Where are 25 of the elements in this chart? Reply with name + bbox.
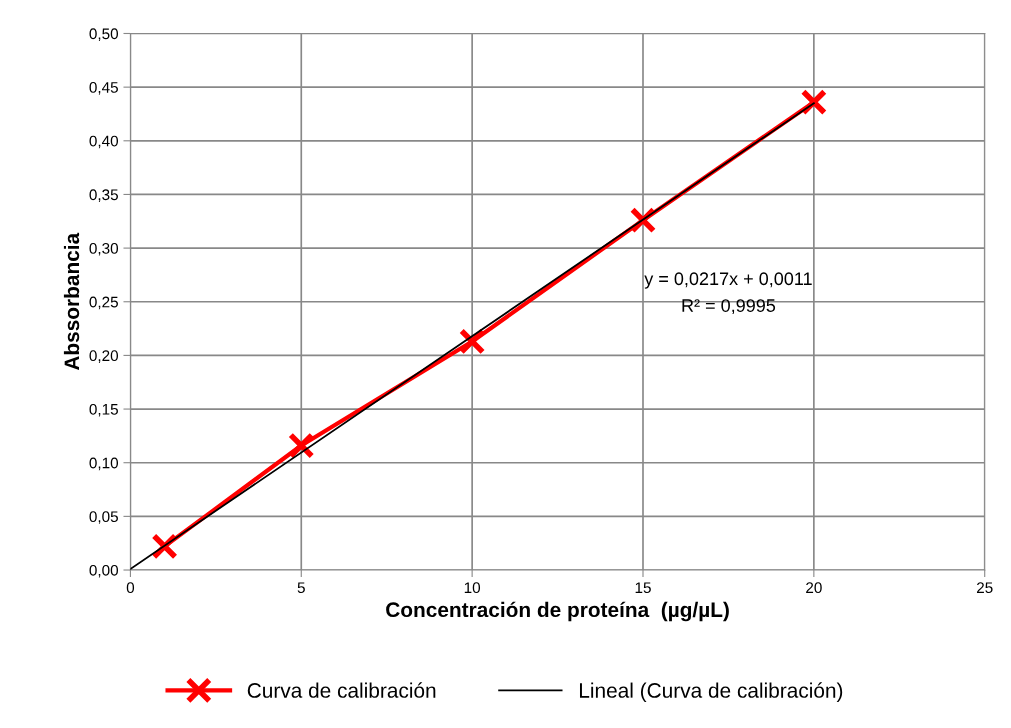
annotation: y = 0,0217x + 0,0011: [644, 272, 812, 289]
point: [458, 328, 486, 355]
y-tick-label: 0,05: [89, 511, 118, 524]
x-tick-label: 25: [976, 582, 993, 594]
y-tick-label: 0,35: [89, 189, 118, 202]
y-tick-label: 0,50: [89, 28, 119, 41]
x-tick-label: 5: [297, 582, 305, 594]
y-tick-label: 0,25: [89, 296, 118, 310]
legend-label: Lineal (Curva de calibración): [580, 682, 843, 702]
y-tick-label: 0,40: [89, 135, 119, 149]
y-tick-label: 0,00: [89, 564, 119, 578]
x-tick-label: 10: [464, 582, 481, 594]
legend-label: Curva de calibración: [247, 682, 436, 698]
y-tick-label: 0,20: [89, 350, 119, 363]
x-tick-label: 20: [806, 582, 822, 594]
y-tick-label: 0,15: [89, 403, 118, 417]
x-axis-title: Concentración de proteína (µg/µL): [386, 601, 729, 622]
x-tick-label: 15: [635, 582, 651, 594]
annotation: R² = 0,9995: [682, 299, 776, 315]
y-axis-title: Abssorbancia: [63, 232, 80, 371]
y-tick-label: 0,45: [89, 82, 118, 95]
x-tick-label: 0: [126, 582, 135, 594]
y-tick-label: 0,30: [89, 242, 119, 256]
point: [288, 432, 315, 459]
y-tick-label: 0,10: [89, 457, 119, 471]
